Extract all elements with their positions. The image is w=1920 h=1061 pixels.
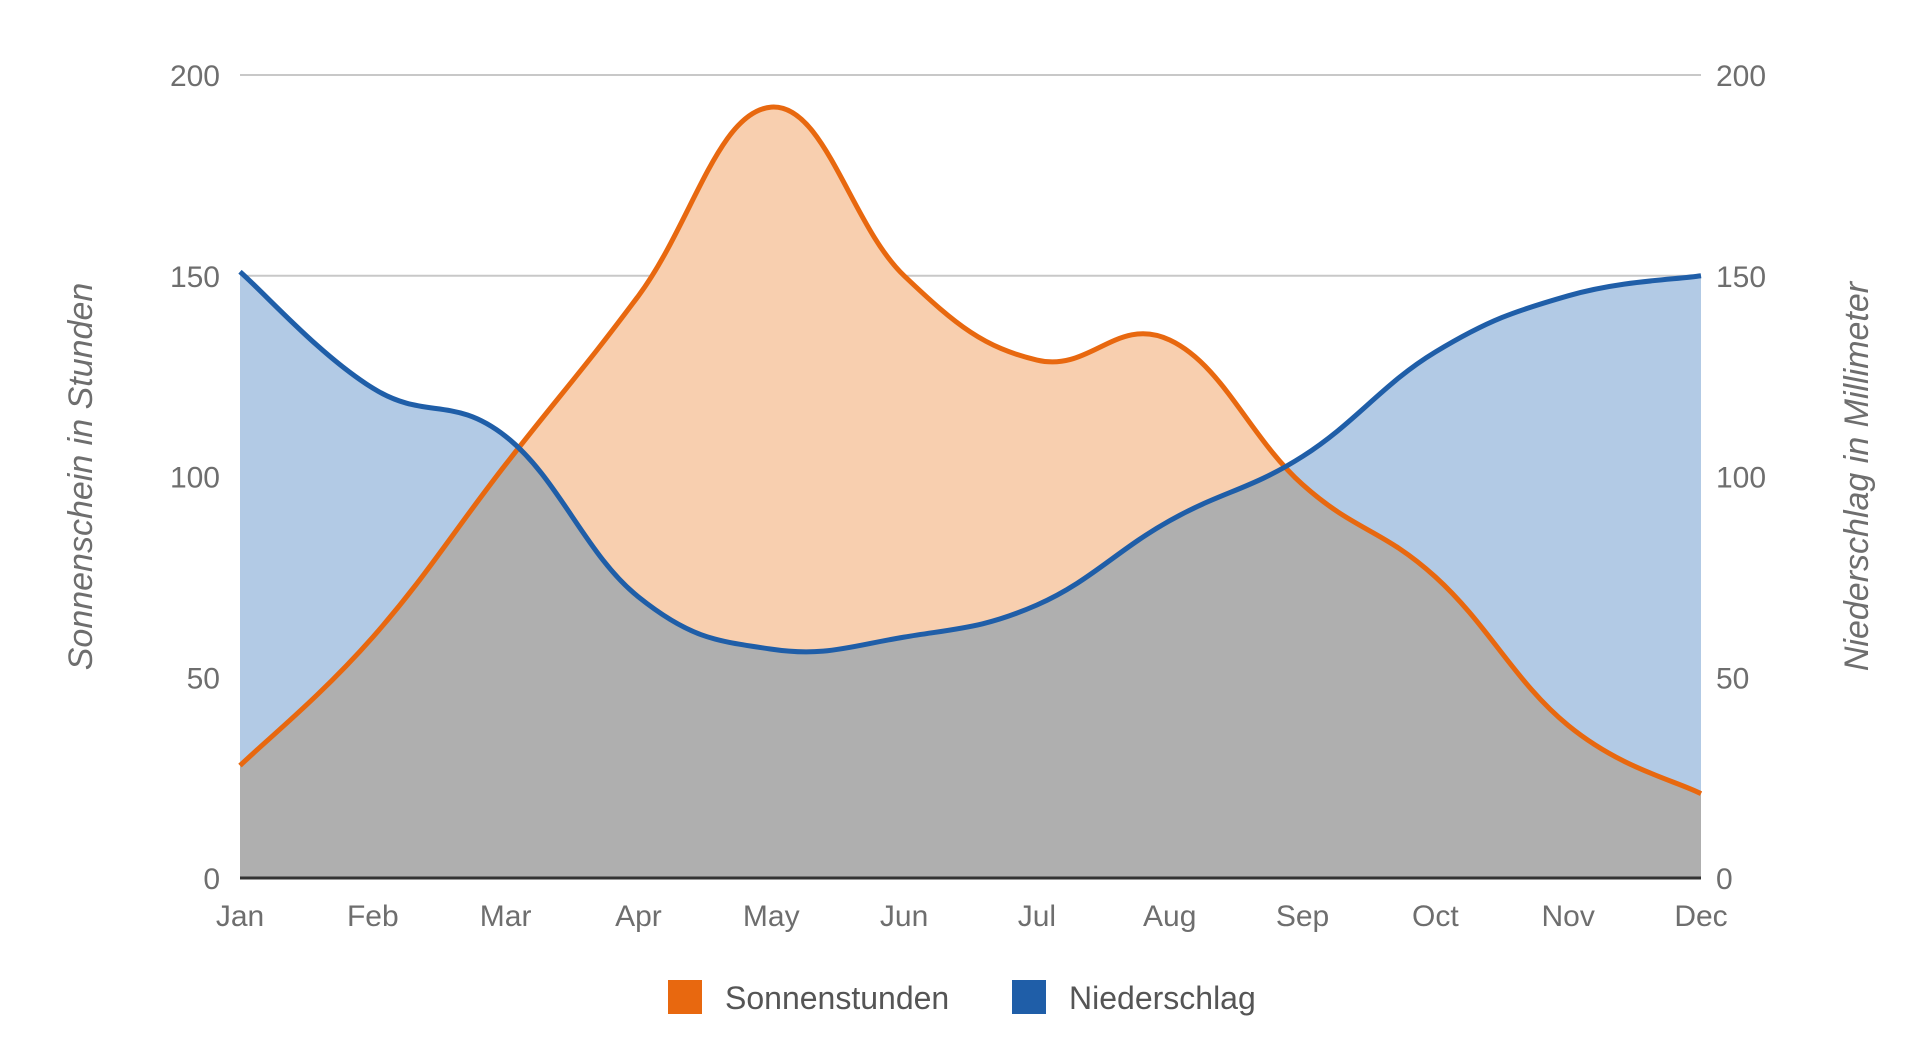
legend-item-niederschlag: Niederschlag (1012, 980, 1256, 1016)
x-tick-label: Sep (1276, 900, 1329, 933)
legend-swatch (1012, 980, 1046, 1014)
left-tick-label: 50 (187, 662, 220, 695)
legend-item-sonnenstunden: Sonnenstunden (668, 980, 949, 1016)
line-niederschlag (238, 269, 1702, 655)
x-tick-label: Jun (880, 900, 928, 933)
x-tick-label: Jul (1018, 900, 1056, 933)
right-y-tick-labels: 0 50 100 150 200 (1716, 60, 1766, 896)
line-sonnenstunden (238, 104, 1703, 796)
x-tick-label: Oct (1412, 900, 1459, 933)
x-tick-label: Jan (216, 900, 264, 933)
legend-swatch (668, 980, 702, 1014)
left-y-tick-labels: 0 50 100 150 200 (170, 60, 220, 896)
right-y-axis-title: Niederschlag in Millimeter (1838, 280, 1876, 671)
x-tick-label: Nov (1542, 900, 1595, 933)
left-y-axis-title: Sonnenschein in Stunden (62, 283, 100, 671)
legend-label: Niederschlag (1069, 980, 1256, 1016)
legend: Sonnenstunden Niederschlag (668, 980, 1256, 1016)
area-overlap (240, 271, 1701, 878)
x-tick-label: Mar (480, 900, 532, 933)
legend-label: Sonnenstunden (725, 980, 949, 1016)
x-tick-label: Aug (1143, 900, 1196, 933)
x-tick-label: Dec (1674, 900, 1727, 933)
x-tick-label: Apr (615, 900, 662, 933)
x-tick-label: Feb (347, 900, 399, 933)
left-tick-label: 200 (170, 60, 220, 93)
x-tick-label: May (743, 900, 800, 933)
series-lines (238, 104, 1703, 796)
right-tick-label: 50 (1716, 662, 1749, 695)
left-tick-label: 100 (170, 462, 220, 495)
x-tick-labels: Jan Feb Mar Apr May Jun Jul Aug Sep Oct Nov Dec (216, 900, 1728, 933)
right-tick-label: 100 (1716, 462, 1766, 495)
area-fills (240, 107, 1701, 878)
right-tick-label: 150 (1716, 261, 1766, 294)
left-tick-label: 0 (203, 863, 220, 896)
right-tick-label: 200 (1716, 60, 1766, 93)
right-tick-label: 0 (1716, 863, 1733, 896)
left-tick-label: 150 (170, 261, 220, 294)
